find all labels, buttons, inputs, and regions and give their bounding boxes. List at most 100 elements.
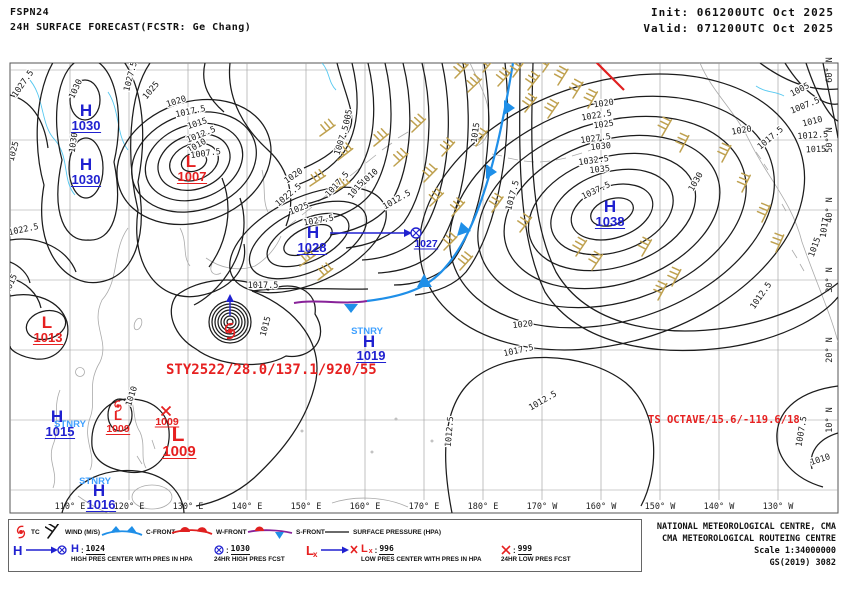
pressure-center-letter: L: [42, 313, 52, 332]
legend-sfront: S-FRONT: [247, 524, 325, 540]
valid-time: Valid: 071200UTC Oct 2025: [643, 22, 834, 35]
pressure-center-value: 1015: [46, 424, 75, 439]
isobar-value-label: 1025: [593, 119, 615, 132]
lon-label: 130° E: [173, 502, 204, 512]
storm-annotation: STY2522/28.0/137.1/920/55: [166, 362, 377, 378]
legend-high-arrow: H: [13, 542, 67, 564]
pressure-center-value: 1019: [357, 348, 386, 363]
isobar-value-label: 1035: [589, 164, 610, 176]
lon-label: 170° W: [527, 502, 559, 512]
lon-label: 160° E: [350, 502, 381, 512]
low-arrow-icon: L x: [306, 543, 358, 559]
coastlines: [50, 63, 838, 513]
storm-annotations-layer: STY2522/28.0/137.1/920/55 TS OCTAVE/15.6/…: [166, 362, 800, 426]
lon-label: 120° E: [114, 502, 145, 512]
high-fcst-marker: 1027: [330, 227, 439, 250]
storm-annotation: TS OCTAVE/15.6/-119.6/18: [648, 414, 800, 426]
lon-label: 150° E: [291, 502, 322, 512]
arrow-head: [404, 229, 412, 237]
legend-high-fcst-value: 1030: [230, 544, 250, 555]
low-fcst-marker: 1009: [154, 405, 180, 428]
chart-title: 24H SURFACE FORECAST(FCSTR: Ge Chang): [10, 22, 252, 33]
lon-label: 140° W: [704, 502, 736, 512]
legend-low-fcst-value: 999: [517, 544, 533, 555]
pressure-center-letter: L: [114, 408, 122, 423]
lon-label: 130° W: [763, 502, 795, 512]
isobar-value-label: 1020: [512, 319, 533, 331]
otimes-icon: [214, 545, 224, 555]
tc-icon: [16, 525, 26, 539]
legend-low-value: 996: [379, 544, 394, 555]
warm-front-icon: [171, 527, 213, 535]
legend-isobar: SURFACE PRESSURE (HPA): [324, 524, 441, 540]
pressure-center-letter: H: [80, 101, 92, 120]
forecast-markers-layer: 1027 1009: [154, 227, 439, 428]
footer-gs: GS(2019) 3082: [769, 558, 836, 568]
pressure-center-value: 1030: [72, 172, 101, 187]
lon-label: 140° E: [232, 502, 263, 512]
lon-label: 170° E: [409, 502, 440, 512]
lon-label: 110° E: [55, 502, 86, 512]
legend-high-value: 1024: [85, 544, 105, 555]
stationary-front-line: [293, 300, 368, 313]
isobar-value-label: 1015: [2, 273, 20, 296]
pressure-center-value: 1013: [34, 330, 63, 345]
pressure-center-letter: H: [307, 223, 319, 242]
footer-org-line1: NATIONAL METEOROLOGICAL CENTRE, CMA: [656, 522, 836, 532]
header-left: FSPN24 24H SURFACE FORECAST(FCSTR: Ge Ch…: [10, 5, 251, 35]
legend-high-fcst-label: 24HR HIGH PRES FCST: [214, 556, 285, 563]
lat-label: 60° N: [825, 57, 835, 83]
fcst-value: 1027: [414, 238, 438, 250]
legend-high-label: HIGH PRES CENTER WITH PRES IN HPA: [71, 556, 193, 563]
footer-org-line2: CMA METEOROLOGICAL ROUTEING CENTRE: [662, 534, 836, 544]
x-icon: [160, 405, 172, 417]
pressure-center-letter: H: [363, 332, 375, 351]
isobar-value-label: 1015: [470, 122, 483, 144]
cold-front-line: [366, 63, 515, 303]
lat-label: 40° N: [825, 197, 835, 223]
legend-low-symbol: L: [361, 543, 368, 555]
red-front-line: [595, 63, 625, 91]
pressure-center-value: 1007: [178, 169, 207, 184]
stnry-tag: STNRY: [54, 419, 87, 430]
lon-label: 180° E: [468, 502, 499, 512]
legend-wfront-label: W-FRONT: [216, 528, 247, 536]
legend-low-arrow: L x: [306, 542, 358, 564]
svg-text:H: H: [13, 543, 22, 558]
legend-low-label: LOW PRES CENTER WITH PRES IN HPA: [361, 556, 482, 563]
legend-tc-label: TC: [31, 528, 40, 536]
pressure-centers-layer: H1030H1030L1007H1028H1038L1013STNRYH1015…: [32, 101, 626, 512]
wind-barb-icon: [45, 524, 60, 539]
pressure-center-value: 1009: [162, 443, 195, 460]
lat-label: 30° N: [825, 267, 835, 293]
pressure-center-letter: L: [172, 423, 185, 446]
pressure-center-letter: H: [51, 407, 63, 426]
legend-tc: TC: [15, 524, 40, 540]
high-arrow-icon: H: [13, 543, 67, 558]
svg-text:x: x: [313, 550, 318, 559]
pressure-center-letter: L: [186, 152, 196, 171]
pressure-center-value: 1009: [106, 423, 130, 435]
otimes-cross: [412, 229, 420, 237]
stationary-front-icon: [247, 526, 293, 539]
isobars: [10, 63, 838, 513]
lat-label: 50° N: [825, 127, 835, 153]
isobar-value-label: 1017.5: [248, 281, 279, 291]
product-id: FSPN24: [10, 7, 50, 18]
legend-wfront: W-FRONT: [171, 524, 247, 540]
lat-label: 10° N: [825, 407, 835, 433]
pressure-center-letter: H: [93, 481, 105, 500]
legend-high-fcst: :1030 24HR HIGH PRES FCST: [214, 544, 285, 563]
legend-high-symbol: H: [71, 543, 79, 555]
legend-cfront-label: C-FRONT: [146, 528, 176, 536]
legend-wind: WIND (M/S): [45, 524, 100, 540]
footer-scale: Scale 1:34000000: [754, 546, 836, 556]
fcst-value: 1009: [155, 416, 179, 428]
lon-label: 150° W: [645, 502, 677, 512]
pressure-center-value: 1016: [87, 497, 116, 512]
isobar-value-label: 1020: [593, 98, 615, 111]
pressure-center-value: 1028: [298, 240, 327, 255]
axis-labels-layer: 110° E 120° E 130° E 140° E 150° E 160° E 170°…: [55, 57, 835, 512]
header-right: Init: 061200UTC Oct 2025 Valid: 071200UT…: [643, 5, 834, 37]
stnry-tag: STNRY: [79, 476, 112, 487]
